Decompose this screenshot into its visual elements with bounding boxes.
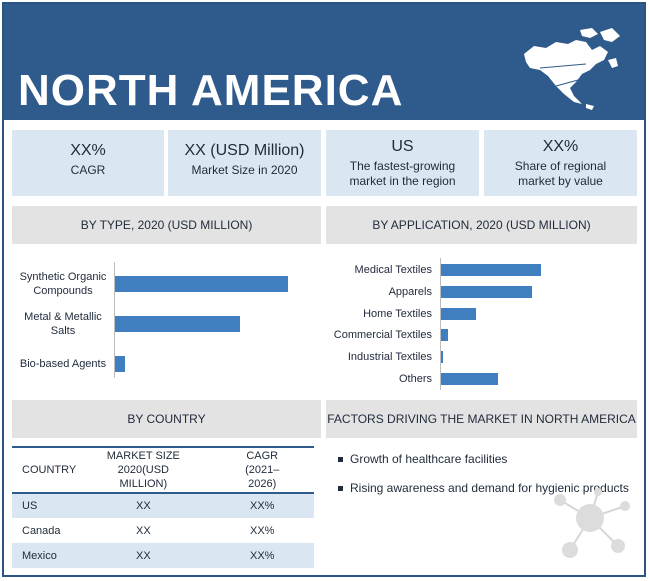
kpi-fastest-growing: US The fastest-growing market in the reg… bbox=[326, 130, 479, 196]
kpi-label: CAGR bbox=[70, 163, 106, 177]
cell-country: Mexico bbox=[12, 543, 77, 568]
bar-home-textiles bbox=[441, 307, 476, 320]
category-label: Metal & Metallic Salts bbox=[24, 311, 102, 337]
north-america-map-icon bbox=[524, 28, 620, 110]
table-row: US XX XX% bbox=[12, 493, 314, 518]
category-label: Synthetic Organic Compounds bbox=[19, 271, 107, 297]
page-title: NORTH AMERICA bbox=[18, 66, 404, 115]
bar-metal-metallic-salts bbox=[115, 316, 240, 332]
bar-others bbox=[441, 373, 498, 385]
kpi-share: XX% Share of regional market by value bbox=[484, 130, 637, 196]
table-row: Mexico XX XX% bbox=[12, 543, 314, 568]
bar-commercial-textiles bbox=[441, 329, 448, 342]
factor-text: Rising awareness and demand for hygienic… bbox=[350, 481, 629, 495]
factor-item: Rising awareness and demand for hygienic… bbox=[338, 481, 629, 495]
kpi-label: Share of regional market by value bbox=[514, 159, 607, 188]
bullet-icon bbox=[338, 486, 343, 492]
kpi-value: US bbox=[391, 138, 414, 155]
table-header-row: COUNTRY MARKET SIZE 2020(USD MILLION) CA… bbox=[12, 446, 314, 494]
country-table: COUNTRY MARKET SIZE 2020(USD MILLION) CA… bbox=[12, 446, 314, 568]
bar-industrial-textiles bbox=[441, 351, 443, 364]
bar-apparels bbox=[441, 285, 532, 298]
section-by-application: BY APPLICATION, 2020 (USD MILLION) bbox=[326, 206, 637, 244]
bar-synthetic-organic-compounds bbox=[115, 276, 288, 292]
cell-cagr: XX% bbox=[210, 493, 314, 518]
type-chart-axis bbox=[114, 262, 115, 378]
section-by-country: BY COUNTRY bbox=[12, 400, 321, 438]
kpi-value: XX% bbox=[70, 142, 106, 159]
bullet-icon bbox=[338, 457, 343, 463]
category-label: Bio-based Agents bbox=[19, 358, 107, 370]
kpi-value: XX (USD Million) bbox=[184, 142, 305, 159]
cell-country: US bbox=[12, 493, 77, 518]
category-label: Others bbox=[398, 373, 432, 385]
kpi-cagr: XX% CAGR bbox=[12, 130, 164, 196]
factor-text: Growth of healthcare facilities bbox=[350, 452, 508, 466]
header-country: COUNTRY bbox=[12, 446, 77, 494]
section-by-type: BY TYPE, 2020 (USD MILLION) bbox=[12, 206, 321, 244]
cell-market-size: XX bbox=[76, 493, 211, 518]
kpi-value: XX% bbox=[542, 138, 579, 155]
category-label: Apparels bbox=[388, 285, 432, 298]
kpi-market-size: XX (USD Million) Market Size in 2020 bbox=[168, 130, 321, 196]
category-label: Industrial Textiles bbox=[347, 351, 432, 364]
category-label: Home Textiles bbox=[363, 307, 432, 320]
cell-cagr: XX% bbox=[249, 524, 275, 537]
cell-market-size: XX bbox=[76, 543, 211, 568]
molecule-icon bbox=[554, 488, 630, 558]
factor-item: Growth of healthcare facilities bbox=[338, 452, 507, 466]
category-label: Commercial Textiles bbox=[333, 329, 432, 342]
table-row: Canada XX XX% bbox=[12, 518, 314, 543]
cell-cagr: XX% bbox=[210, 543, 314, 568]
cell-country: Canada bbox=[22, 524, 61, 537]
kpi-label: Market Size in 2020 bbox=[191, 163, 298, 177]
header-cagr: CAGR (2021–2026) bbox=[210, 446, 314, 494]
application-chart-axis bbox=[440, 258, 441, 390]
bar-medical-textiles bbox=[441, 264, 541, 276]
category-label: Medical Textiles bbox=[354, 264, 432, 276]
header-banner: NORTH AMERICA bbox=[4, 4, 644, 120]
header-market-size: MARKET SIZE 2020(USD MILLION) bbox=[76, 446, 211, 494]
cell-market-size: XX bbox=[135, 524, 151, 537]
section-factors: FACTORS DRIVING THE MARKET IN NORTH AMER… bbox=[326, 400, 637, 438]
bar-bio-based-agents bbox=[115, 356, 126, 372]
kpi-label: The fastest-growing market in the region bbox=[349, 159, 456, 188]
